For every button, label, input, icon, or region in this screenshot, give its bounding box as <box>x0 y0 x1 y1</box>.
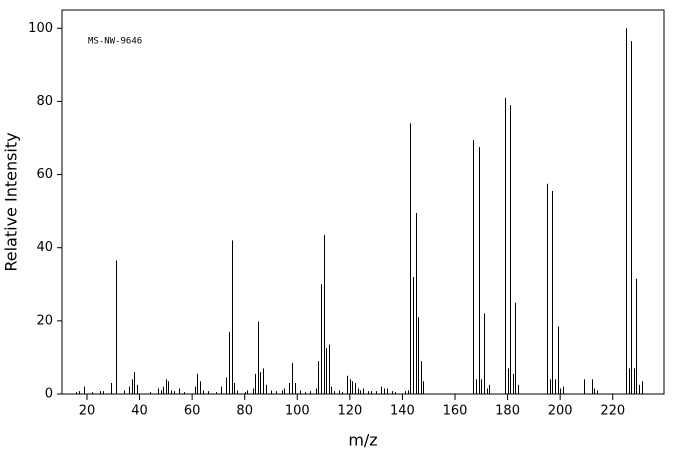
plot-frame <box>61 9 665 395</box>
x-tick-label: 120 <box>337 404 362 419</box>
y-tick-label: 80 <box>36 94 53 109</box>
x-tick-label: 220 <box>600 404 625 419</box>
x-tick-label: 80 <box>236 404 253 419</box>
y-tick-label: 0 <box>45 387 53 402</box>
x-tick-label: 40 <box>131 404 148 419</box>
y-tick-label: 40 <box>36 240 53 255</box>
x-tick-label: 140 <box>390 404 415 419</box>
x-tick-label: 60 <box>184 404 201 419</box>
y-tick-label: 100 <box>28 21 53 36</box>
x-tick-label: 180 <box>495 404 520 419</box>
y-axis-label: Relative Intensity <box>2 132 21 271</box>
x-axis-label: m/z <box>348 431 377 450</box>
y-tick-label: 20 <box>36 313 53 328</box>
x-tick-label: 160 <box>443 404 468 419</box>
x-tick-label: 20 <box>79 404 96 419</box>
x-tick-label: 200 <box>548 404 573 419</box>
x-tick-label: 100 <box>285 404 310 419</box>
annotation: MS-NW-9646 <box>88 37 142 47</box>
y-tick-label: 60 <box>36 167 53 182</box>
